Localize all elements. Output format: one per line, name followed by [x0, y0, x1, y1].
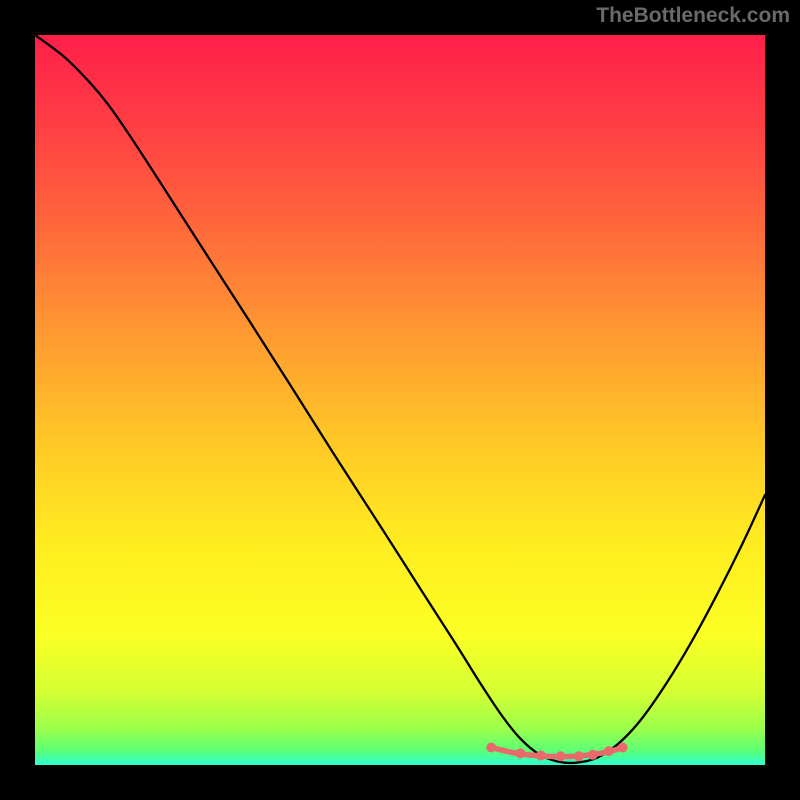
chart-container: { "watermark": { "text": "TheBottleneck.…: [0, 0, 800, 800]
plot-area: [35, 35, 765, 765]
highlight-marker: [536, 751, 546, 761]
highlight-marker: [486, 742, 496, 752]
highlight-marker: [618, 742, 628, 752]
highlight-marker: [574, 751, 584, 761]
highlight-marker: [604, 746, 614, 756]
watermark-text: TheBottleneck.com: [596, 4, 790, 27]
plot-svg: [35, 35, 765, 765]
highlight-marker: [515, 748, 525, 758]
watermark: TheBottleneck.com: [596, 4, 790, 28]
highlight-marker: [588, 750, 598, 760]
gradient-background: [35, 35, 765, 765]
highlight-marker: [556, 751, 566, 761]
